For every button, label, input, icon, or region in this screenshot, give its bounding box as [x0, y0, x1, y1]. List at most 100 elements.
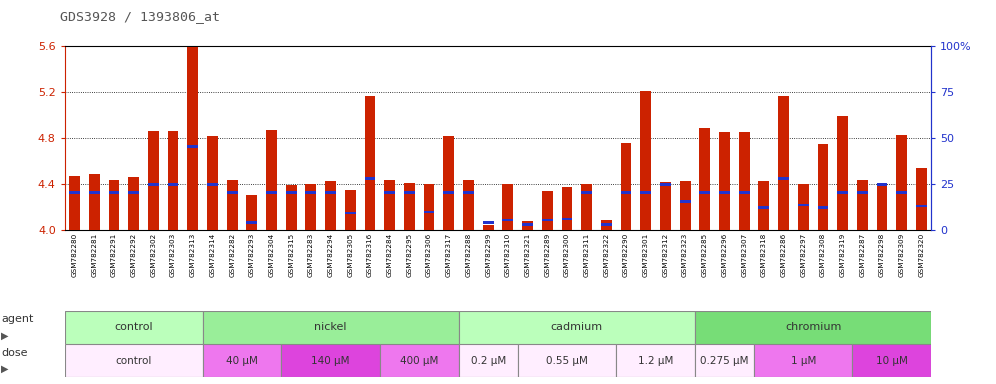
Text: nickel: nickel	[315, 322, 347, 333]
Text: control: control	[115, 322, 153, 333]
Bar	[384, 180, 395, 230]
Bar	[167, 183, 178, 185]
Bar	[660, 183, 671, 185]
Bar	[582, 184, 592, 230]
Bar	[325, 191, 336, 194]
Text: dose: dose	[1, 348, 28, 358]
Bar	[739, 191, 750, 194]
Bar	[542, 191, 553, 230]
Bar	[325, 181, 336, 230]
Bar	[483, 221, 494, 223]
Bar	[679, 200, 690, 203]
Bar	[522, 223, 533, 226]
Bar	[423, 211, 434, 213]
Text: GDS3928 / 1393806_at: GDS3928 / 1393806_at	[60, 10, 220, 23]
Bar	[502, 219, 513, 221]
Bar	[582, 191, 592, 194]
Bar	[601, 223, 612, 226]
Bar	[458, 311, 695, 344]
Bar	[89, 174, 100, 230]
Bar	[365, 96, 375, 230]
Bar	[857, 191, 868, 194]
Bar	[384, 191, 395, 194]
Bar	[562, 187, 573, 230]
Bar	[621, 191, 631, 194]
Bar	[617, 344, 695, 377]
Text: 140 μM: 140 μM	[312, 356, 350, 366]
Bar	[443, 191, 454, 194]
Bar	[758, 206, 769, 209]
Bar	[778, 96, 789, 230]
Text: ▶: ▶	[1, 331, 9, 341]
Bar	[876, 185, 887, 230]
Bar	[754, 344, 853, 377]
Bar	[896, 191, 907, 194]
Bar	[306, 191, 317, 194]
Text: 0.55 μM: 0.55 μM	[546, 356, 588, 366]
Bar	[463, 191, 474, 194]
Text: ▶: ▶	[1, 364, 9, 374]
Bar	[621, 143, 631, 230]
Text: chromium: chromium	[785, 322, 842, 333]
Bar	[109, 180, 120, 230]
Bar	[423, 184, 434, 230]
Bar	[246, 221, 257, 223]
Bar	[286, 185, 297, 230]
Bar	[148, 183, 158, 185]
Bar	[562, 218, 573, 220]
Bar	[896, 135, 907, 230]
Bar	[853, 344, 931, 377]
Bar	[345, 212, 356, 214]
Bar	[818, 206, 829, 209]
Bar	[128, 177, 139, 230]
Bar	[167, 131, 178, 230]
Text: 400 μM: 400 μM	[400, 356, 438, 366]
Bar	[778, 177, 789, 180]
Bar	[281, 344, 379, 377]
Bar	[128, 191, 139, 194]
Bar	[207, 136, 218, 230]
Text: 10 μM: 10 μM	[875, 356, 907, 366]
Bar	[660, 182, 671, 230]
Bar	[202, 344, 281, 377]
Bar	[838, 116, 848, 230]
Text: control: control	[116, 356, 151, 366]
Bar	[69, 191, 80, 194]
Bar	[857, 180, 868, 230]
Bar	[699, 191, 710, 194]
Text: 0.2 μM: 0.2 μM	[470, 356, 506, 366]
Bar	[695, 311, 931, 344]
Bar	[365, 177, 375, 180]
Text: 40 μM: 40 μM	[226, 356, 258, 366]
Bar	[739, 132, 750, 230]
Bar	[246, 195, 257, 230]
Bar	[838, 191, 848, 194]
Bar	[818, 144, 829, 230]
Bar	[202, 311, 458, 344]
Bar	[227, 191, 238, 194]
Bar	[601, 220, 612, 230]
Text: 1.2 μM: 1.2 μM	[637, 356, 673, 366]
Bar	[798, 184, 809, 230]
Bar	[483, 225, 494, 230]
Bar	[109, 191, 120, 194]
Bar	[345, 190, 356, 230]
Bar	[798, 204, 809, 206]
Bar	[640, 191, 651, 194]
Bar	[266, 130, 277, 230]
Text: 1 μM: 1 μM	[791, 356, 816, 366]
Bar	[679, 181, 690, 230]
Bar	[148, 131, 158, 230]
Bar	[266, 191, 277, 194]
Bar	[916, 205, 927, 207]
Bar	[286, 191, 297, 194]
Bar	[65, 344, 202, 377]
Bar	[719, 132, 730, 230]
Bar	[187, 145, 198, 147]
Bar	[404, 191, 414, 194]
Bar	[542, 219, 553, 221]
Bar	[916, 168, 927, 230]
Bar	[379, 344, 458, 377]
Bar	[187, 47, 198, 230]
Bar	[404, 183, 414, 230]
